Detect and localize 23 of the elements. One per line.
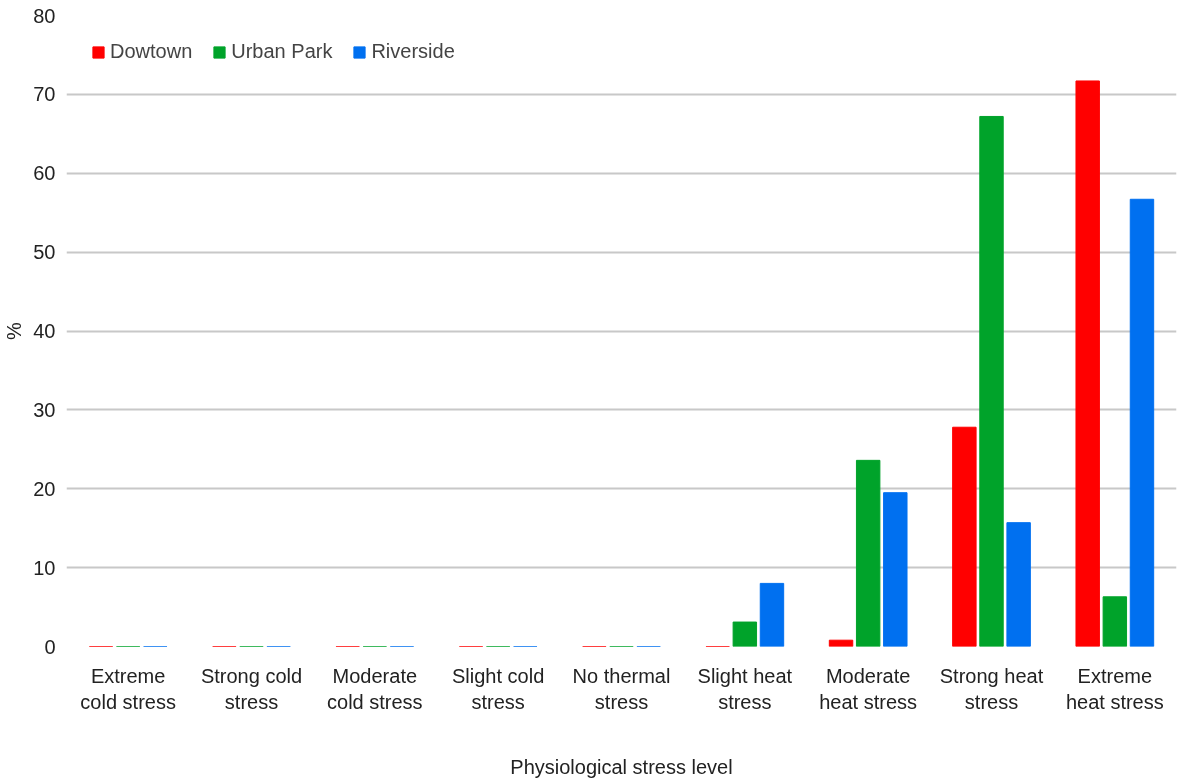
y-tick-label: 10 — [33, 556, 56, 579]
y-tick-label: 0 — [44, 635, 56, 658]
x-tick-label: Extreme cold stress — [80, 664, 176, 713]
y-tick-label: 70 — [33, 83, 56, 106]
legend-label: Riverside — [371, 40, 455, 63]
x-tick-label: Strong cold stress — [200, 664, 303, 713]
x-tick-label: Moderate cold stress — [327, 664, 423, 713]
x-tick-label: Slight heat stress — [697, 664, 793, 713]
x-tick-label: Moderate heat stress — [819, 664, 918, 713]
y-tick-label: 60 — [33, 162, 56, 185]
y-tick-label: 40 — [33, 320, 56, 342]
y-axis-title: % — [3, 321, 26, 340]
y-tick-label: 30 — [33, 398, 56, 421]
x-tick-label: Strong heat stress — [939, 664, 1044, 713]
legend-label: Dowtown — [110, 40, 193, 63]
y-tick-label: 50 — [33, 241, 56, 264]
legend-label: Urban Park — [231, 40, 333, 63]
x-tick-label: Extreme heat stress — [1065, 664, 1164, 713]
x-tick-label: No thermal stress — [572, 664, 671, 713]
y-tick-label: 80 — [33, 4, 56, 27]
y-tick-label: 20 — [33, 477, 56, 500]
x-axis-title: Physiological stress level — [510, 755, 733, 778]
x-tick-label: Slight cold stress — [452, 664, 545, 713]
